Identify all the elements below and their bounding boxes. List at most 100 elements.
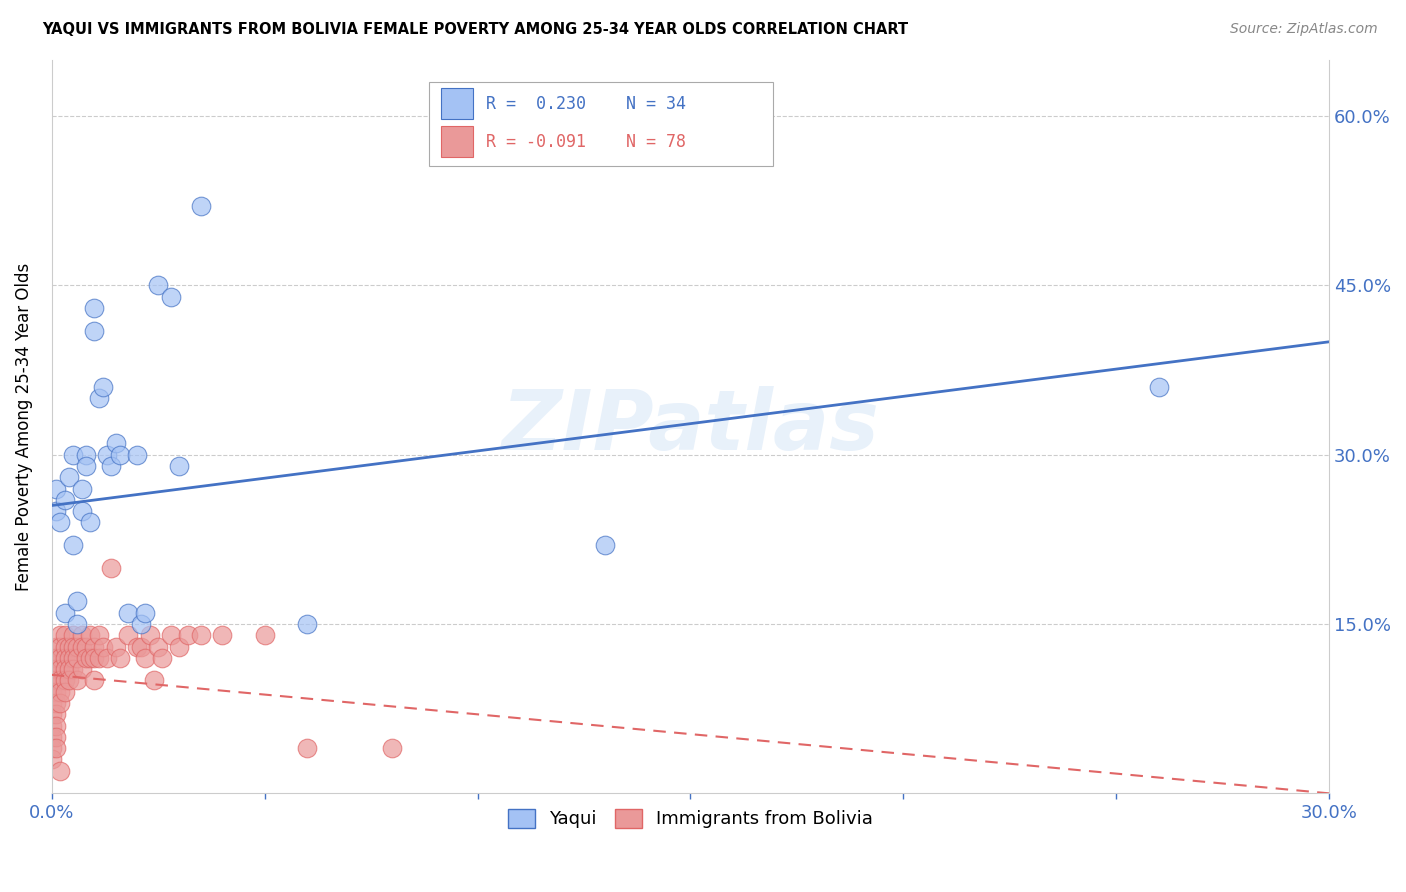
Point xyxy=(87,391,110,405)
Point xyxy=(169,640,191,654)
Point xyxy=(70,640,93,654)
Point xyxy=(160,628,183,642)
Point xyxy=(62,538,84,552)
Point xyxy=(41,718,63,732)
Point xyxy=(66,651,89,665)
Point xyxy=(45,640,67,654)
Point xyxy=(45,696,67,710)
Point xyxy=(160,290,183,304)
Point xyxy=(83,651,105,665)
Point xyxy=(108,651,131,665)
Point xyxy=(49,685,72,699)
Point xyxy=(75,458,97,473)
Point xyxy=(66,640,89,654)
Point xyxy=(190,199,212,213)
Point xyxy=(83,301,105,315)
Point xyxy=(100,458,122,473)
Point xyxy=(45,685,67,699)
Point xyxy=(58,640,80,654)
Point xyxy=(49,651,72,665)
Point xyxy=(45,662,67,676)
Point xyxy=(70,662,93,676)
Point xyxy=(75,640,97,654)
Point xyxy=(49,673,72,688)
Point xyxy=(381,741,404,756)
Point xyxy=(49,640,72,654)
Point xyxy=(45,718,67,732)
Point xyxy=(41,662,63,676)
Point xyxy=(142,673,165,688)
Point xyxy=(53,673,76,688)
Point xyxy=(75,651,97,665)
Point xyxy=(41,651,63,665)
Bar xyxy=(441,88,474,119)
Point xyxy=(62,628,84,642)
Point xyxy=(45,651,67,665)
Point xyxy=(58,662,80,676)
Point xyxy=(62,640,84,654)
Point xyxy=(41,685,63,699)
Point xyxy=(53,662,76,676)
Point xyxy=(66,617,89,632)
Point xyxy=(53,628,76,642)
FancyBboxPatch shape xyxy=(429,81,773,166)
Point xyxy=(41,752,63,766)
Point xyxy=(169,458,191,473)
Point xyxy=(45,707,67,722)
Point xyxy=(138,628,160,642)
Point xyxy=(1147,380,1170,394)
Point xyxy=(49,662,72,676)
Point xyxy=(211,628,233,642)
Y-axis label: Female Poverty Among 25-34 Year Olds: Female Poverty Among 25-34 Year Olds xyxy=(15,262,32,591)
Point xyxy=(134,606,156,620)
Point xyxy=(125,448,148,462)
Point xyxy=(41,673,63,688)
Point xyxy=(125,640,148,654)
Point xyxy=(87,651,110,665)
Point xyxy=(100,560,122,574)
Point xyxy=(53,606,76,620)
Point xyxy=(129,617,152,632)
Point xyxy=(108,448,131,462)
Text: R =  0.230    N = 34: R = 0.230 N = 34 xyxy=(486,95,686,112)
Point xyxy=(53,492,76,507)
Point xyxy=(49,764,72,778)
Point xyxy=(49,696,72,710)
Point xyxy=(49,628,72,642)
Point xyxy=(253,628,276,642)
Point xyxy=(41,696,63,710)
Point xyxy=(66,673,89,688)
Point xyxy=(53,651,76,665)
Point xyxy=(41,707,63,722)
Point xyxy=(70,628,93,642)
Point xyxy=(49,516,72,530)
Point xyxy=(152,651,174,665)
Point xyxy=(79,628,101,642)
Point xyxy=(295,617,318,632)
Text: R = -0.091    N = 78: R = -0.091 N = 78 xyxy=(486,133,686,151)
Point xyxy=(104,640,127,654)
Point xyxy=(148,640,170,654)
Text: YAQUI VS IMMIGRANTS FROM BOLIVIA FEMALE POVERTY AMONG 25-34 YEAR OLDS CORRELATIO: YAQUI VS IMMIGRANTS FROM BOLIVIA FEMALE … xyxy=(42,22,908,37)
Point xyxy=(83,673,105,688)
Point xyxy=(96,651,118,665)
Point xyxy=(190,628,212,642)
Point xyxy=(41,741,63,756)
Text: Source: ZipAtlas.com: Source: ZipAtlas.com xyxy=(1230,22,1378,37)
Point xyxy=(117,628,139,642)
Point xyxy=(41,730,63,744)
Point xyxy=(62,448,84,462)
Legend: Yaqui, Immigrants from Bolivia: Yaqui, Immigrants from Bolivia xyxy=(501,802,880,836)
Point xyxy=(83,324,105,338)
Point xyxy=(45,673,67,688)
Point xyxy=(53,685,76,699)
Point xyxy=(70,482,93,496)
Point xyxy=(148,278,170,293)
Point xyxy=(117,606,139,620)
Point xyxy=(87,628,110,642)
Point xyxy=(45,730,67,744)
Point xyxy=(129,640,152,654)
Point xyxy=(45,482,67,496)
Point xyxy=(45,504,67,518)
Point xyxy=(91,640,114,654)
